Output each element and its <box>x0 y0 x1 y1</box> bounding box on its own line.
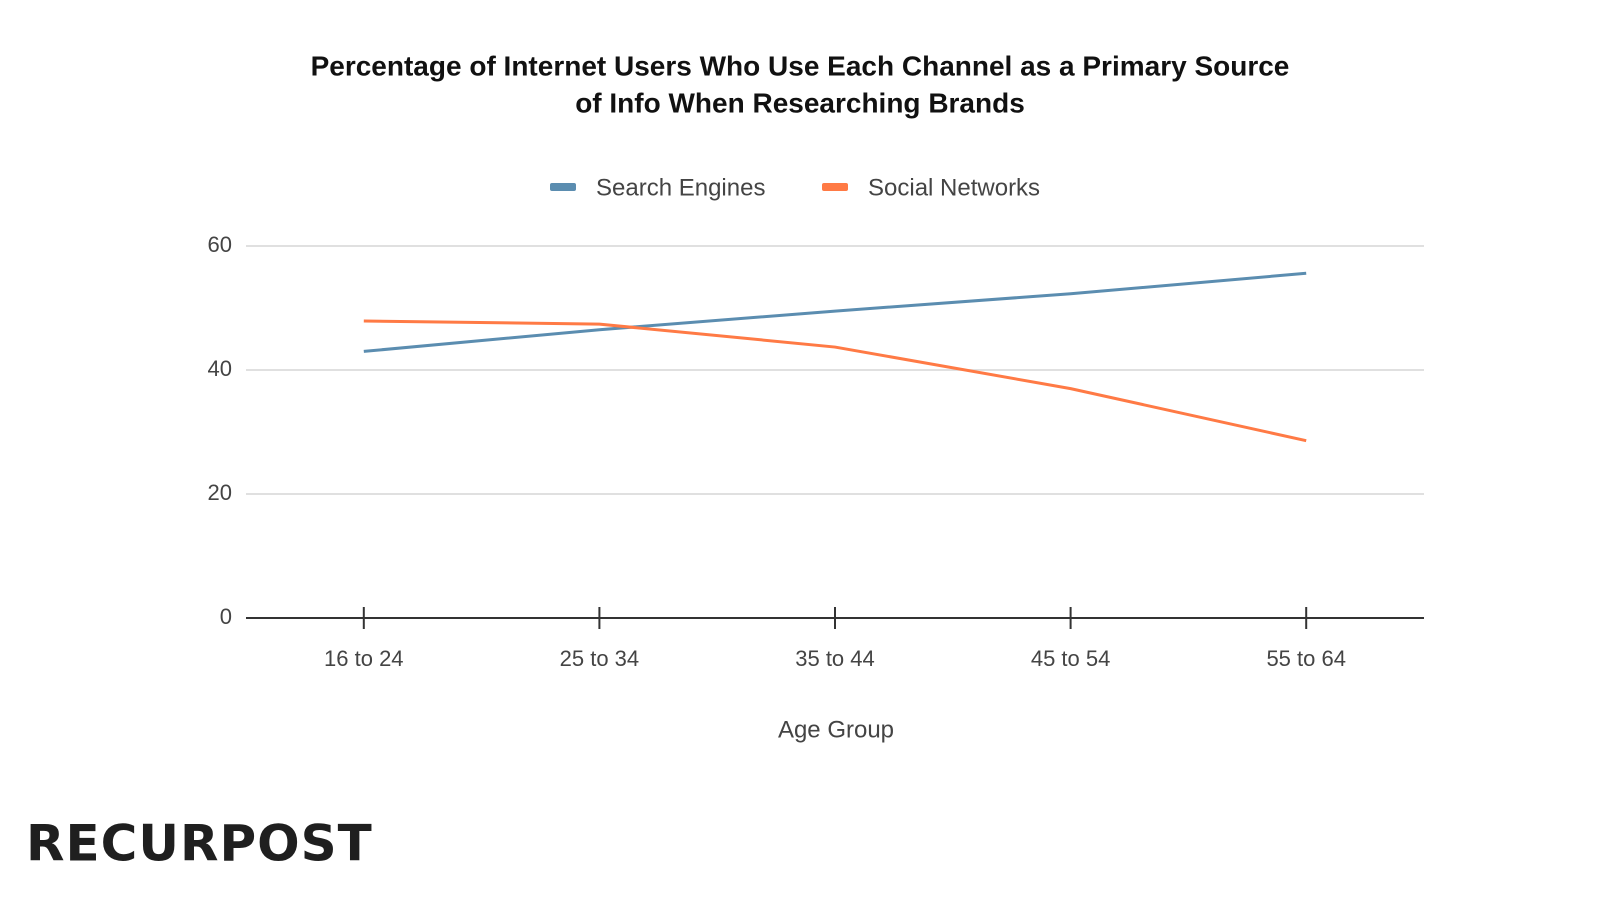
y-tick-label: 40 <box>208 356 232 381</box>
y-tick-label: 60 <box>208 232 232 257</box>
legend-swatch <box>822 183 848 191</box>
x-tick-label: 25 to 34 <box>560 646 640 671</box>
series-line <box>363 271 1307 353</box>
chart-title: of Info When Researching Brands <box>575 87 1025 118</box>
series-line <box>363 319 1307 443</box>
x-tick-label: 16 to 24 <box>324 646 404 671</box>
x-axis-title: Age Group <box>778 716 894 743</box>
x-tick-label: 45 to 54 <box>1031 646 1111 671</box>
x-tick-label: 35 to 44 <box>795 646 875 671</box>
x-tick-label: 55 to 64 <box>1266 646 1346 671</box>
chart-title: Percentage of Internet Users Who Use Eac… <box>311 50 1290 81</box>
y-tick-label: 0 <box>220 604 232 629</box>
legend-label: Social Networks <box>868 174 1040 201</box>
logo: RECURPOST <box>26 815 373 873</box>
legend-label: Search Engines <box>596 174 765 201</box>
legend-swatch <box>550 183 576 191</box>
y-tick-label: 20 <box>208 480 232 505</box>
